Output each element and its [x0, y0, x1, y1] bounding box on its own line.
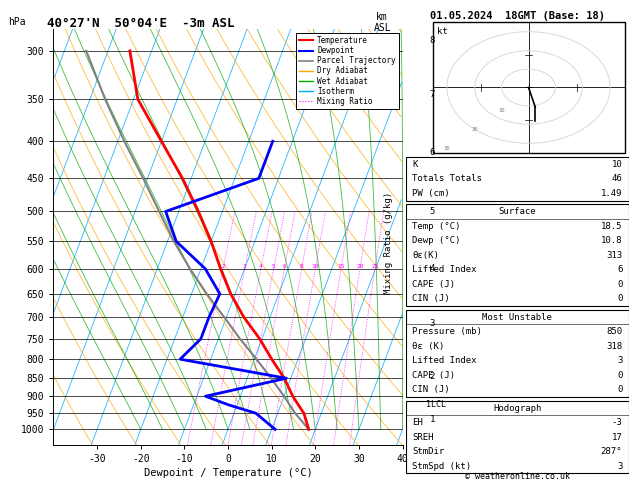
Text: CIN (J): CIN (J): [413, 294, 450, 303]
Text: 10.8: 10.8: [601, 236, 622, 245]
Bar: [406, 310, 629, 397]
Text: Mixing Ratio (g/kg): Mixing Ratio (g/kg): [384, 192, 392, 294]
Text: 7: 7: [430, 90, 435, 99]
Text: K: K: [413, 160, 418, 169]
Text: 318: 318: [606, 342, 622, 350]
Text: 40°27'N  50°04'E  -3m ASL: 40°27'N 50°04'E -3m ASL: [47, 17, 235, 30]
Text: 01.05.2024  18GMT (Base: 18): 01.05.2024 18GMT (Base: 18): [430, 11, 605, 21]
Text: 18.5: 18.5: [601, 222, 622, 231]
Text: Temp (°C): Temp (°C): [413, 222, 461, 231]
Text: CAPE (J): CAPE (J): [413, 280, 455, 289]
Bar: [433, 22, 625, 153]
Text: ASL: ASL: [374, 23, 392, 34]
Text: SREH: SREH: [413, 433, 434, 442]
Text: 850: 850: [606, 327, 622, 336]
Text: 8: 8: [430, 35, 435, 45]
Text: 313: 313: [606, 251, 622, 260]
Text: 10: 10: [311, 264, 319, 269]
Text: 0: 0: [617, 371, 622, 380]
Text: Lifted Index: Lifted Index: [413, 265, 477, 274]
Text: km: km: [376, 12, 388, 22]
Text: 4: 4: [259, 264, 263, 269]
Text: 30: 30: [443, 146, 450, 151]
Text: 0: 0: [617, 294, 622, 303]
Text: 1.49: 1.49: [601, 189, 622, 198]
Text: 20: 20: [472, 127, 478, 132]
Text: CIN (J): CIN (J): [413, 385, 450, 394]
Text: 5: 5: [430, 207, 435, 216]
Text: Surface: Surface: [499, 207, 536, 216]
Text: 2: 2: [430, 372, 435, 381]
Text: 6: 6: [430, 148, 435, 157]
Text: 25: 25: [371, 264, 379, 269]
Text: 46: 46: [611, 174, 622, 183]
Text: 3: 3: [430, 319, 435, 329]
Text: 5: 5: [272, 264, 276, 269]
Text: © weatheronline.co.uk: © weatheronline.co.uk: [465, 472, 570, 481]
Bar: [406, 157, 629, 201]
Text: 15: 15: [337, 264, 345, 269]
Text: CAPE (J): CAPE (J): [413, 371, 455, 380]
Text: Most Unstable: Most Unstable: [482, 312, 552, 322]
Bar: [406, 205, 629, 306]
Text: hPa: hPa: [8, 17, 26, 27]
Text: 6: 6: [282, 264, 286, 269]
Text: Hodograph: Hodograph: [493, 403, 542, 413]
Text: 8: 8: [300, 264, 304, 269]
Text: 17: 17: [611, 433, 622, 442]
Text: 287°: 287°: [601, 447, 622, 456]
Text: StmSpd (kt): StmSpd (kt): [413, 462, 472, 470]
Text: StmDir: StmDir: [413, 447, 445, 456]
Text: -3: -3: [611, 418, 622, 427]
Text: θε (K): θε (K): [413, 342, 445, 350]
Text: Dewp (°C): Dewp (°C): [413, 236, 461, 245]
Text: 10: 10: [498, 108, 505, 113]
Text: 4: 4: [430, 264, 435, 273]
Text: 3: 3: [617, 356, 622, 365]
Text: Totals Totals: Totals Totals: [413, 174, 482, 183]
Text: 2: 2: [221, 264, 225, 269]
Text: Lifted Index: Lifted Index: [413, 356, 477, 365]
Text: θε(K): θε(K): [413, 251, 439, 260]
Text: 20: 20: [356, 264, 364, 269]
Text: kt: kt: [437, 27, 448, 36]
Text: EH: EH: [413, 418, 423, 427]
Text: PW (cm): PW (cm): [413, 189, 450, 198]
Text: 0: 0: [617, 280, 622, 289]
Text: 3: 3: [243, 264, 247, 269]
Text: 0: 0: [617, 385, 622, 394]
Legend: Temperature, Dewpoint, Parcel Trajectory, Dry Adiabat, Wet Adiabat, Isotherm, Mi: Temperature, Dewpoint, Parcel Trajectory…: [296, 33, 399, 109]
X-axis label: Dewpoint / Temperature (°C): Dewpoint / Temperature (°C): [143, 468, 313, 478]
Text: 10: 10: [611, 160, 622, 169]
Bar: [406, 401, 629, 473]
Text: 1: 1: [430, 415, 435, 424]
Text: Pressure (mb): Pressure (mb): [413, 327, 482, 336]
Text: 3: 3: [617, 462, 622, 470]
Text: 6: 6: [617, 265, 622, 274]
Text: 1LCL: 1LCL: [426, 400, 447, 409]
